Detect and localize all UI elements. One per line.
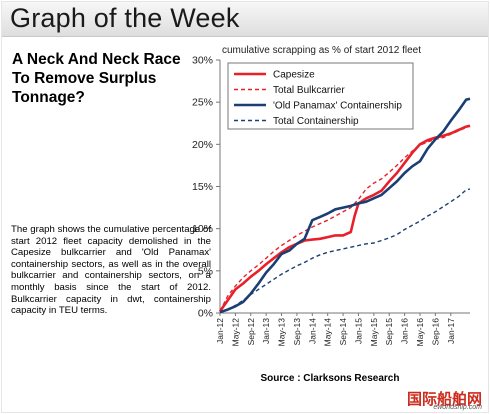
header-bar: Graph of the Week xyxy=(2,2,488,37)
legend-label-2: 'Old Panamax' Containership xyxy=(273,101,402,112)
series-line-2 xyxy=(219,97,471,314)
watermark-cn: 国际船舶网 xyxy=(406,391,482,408)
series-line-1 xyxy=(219,125,471,312)
x-tick-label: Jan-15 xyxy=(353,318,363,344)
legend-label-0: Capesize xyxy=(273,70,315,81)
legend-label-1: Total Bulkcarrier xyxy=(273,85,345,96)
x-tick-label: Sep-15 xyxy=(384,318,394,346)
chart-title: cumulative scrapping as % of start 2012 … xyxy=(222,45,421,56)
x-tick-label: May-12 xyxy=(230,318,240,347)
series-line-3 xyxy=(219,188,471,313)
y-tick-label: 15% xyxy=(192,181,213,193)
x-tick-label: May-13 xyxy=(277,318,287,347)
watermark-en: eworldship.com xyxy=(433,404,482,411)
x-tick-label: Sep-16 xyxy=(430,318,440,346)
x-tick-label: May-14 xyxy=(323,318,333,347)
description-text: The graph shows the cumulative percentag… xyxy=(11,224,211,317)
x-tick-label: Jan-16 xyxy=(400,318,410,344)
y-tick-label: 10% xyxy=(192,223,213,235)
x-tick-label: Jan-12 xyxy=(215,318,225,344)
headline: A Neck And Neck Race To Remove Surplus T… xyxy=(12,51,181,106)
x-tick-label: Jan-13 xyxy=(261,318,271,344)
series-line-0 xyxy=(218,124,471,313)
y-tick-label: 0% xyxy=(198,308,213,320)
x-tick-label: Jan-14 xyxy=(307,318,317,344)
x-tick-label: Jan-17 xyxy=(446,318,456,344)
x-tick-label: Sep-12 xyxy=(246,318,256,346)
y-tick-label: 5% xyxy=(198,265,213,277)
legend-label-3: Total Containership xyxy=(273,116,359,127)
x-tick-label: May-15 xyxy=(369,318,379,347)
source-note: Source : Clarksons Research xyxy=(260,373,400,384)
page-title: Graph of the Week xyxy=(10,3,240,33)
y-tick-label: 30% xyxy=(192,55,213,67)
x-tick-label: Sep-13 xyxy=(292,318,302,346)
y-tick-label: 25% xyxy=(192,97,213,109)
x-tick-label: Sep-14 xyxy=(338,318,348,346)
x-tick-label: May-16 xyxy=(415,318,425,347)
y-tick-label: 20% xyxy=(192,139,213,151)
